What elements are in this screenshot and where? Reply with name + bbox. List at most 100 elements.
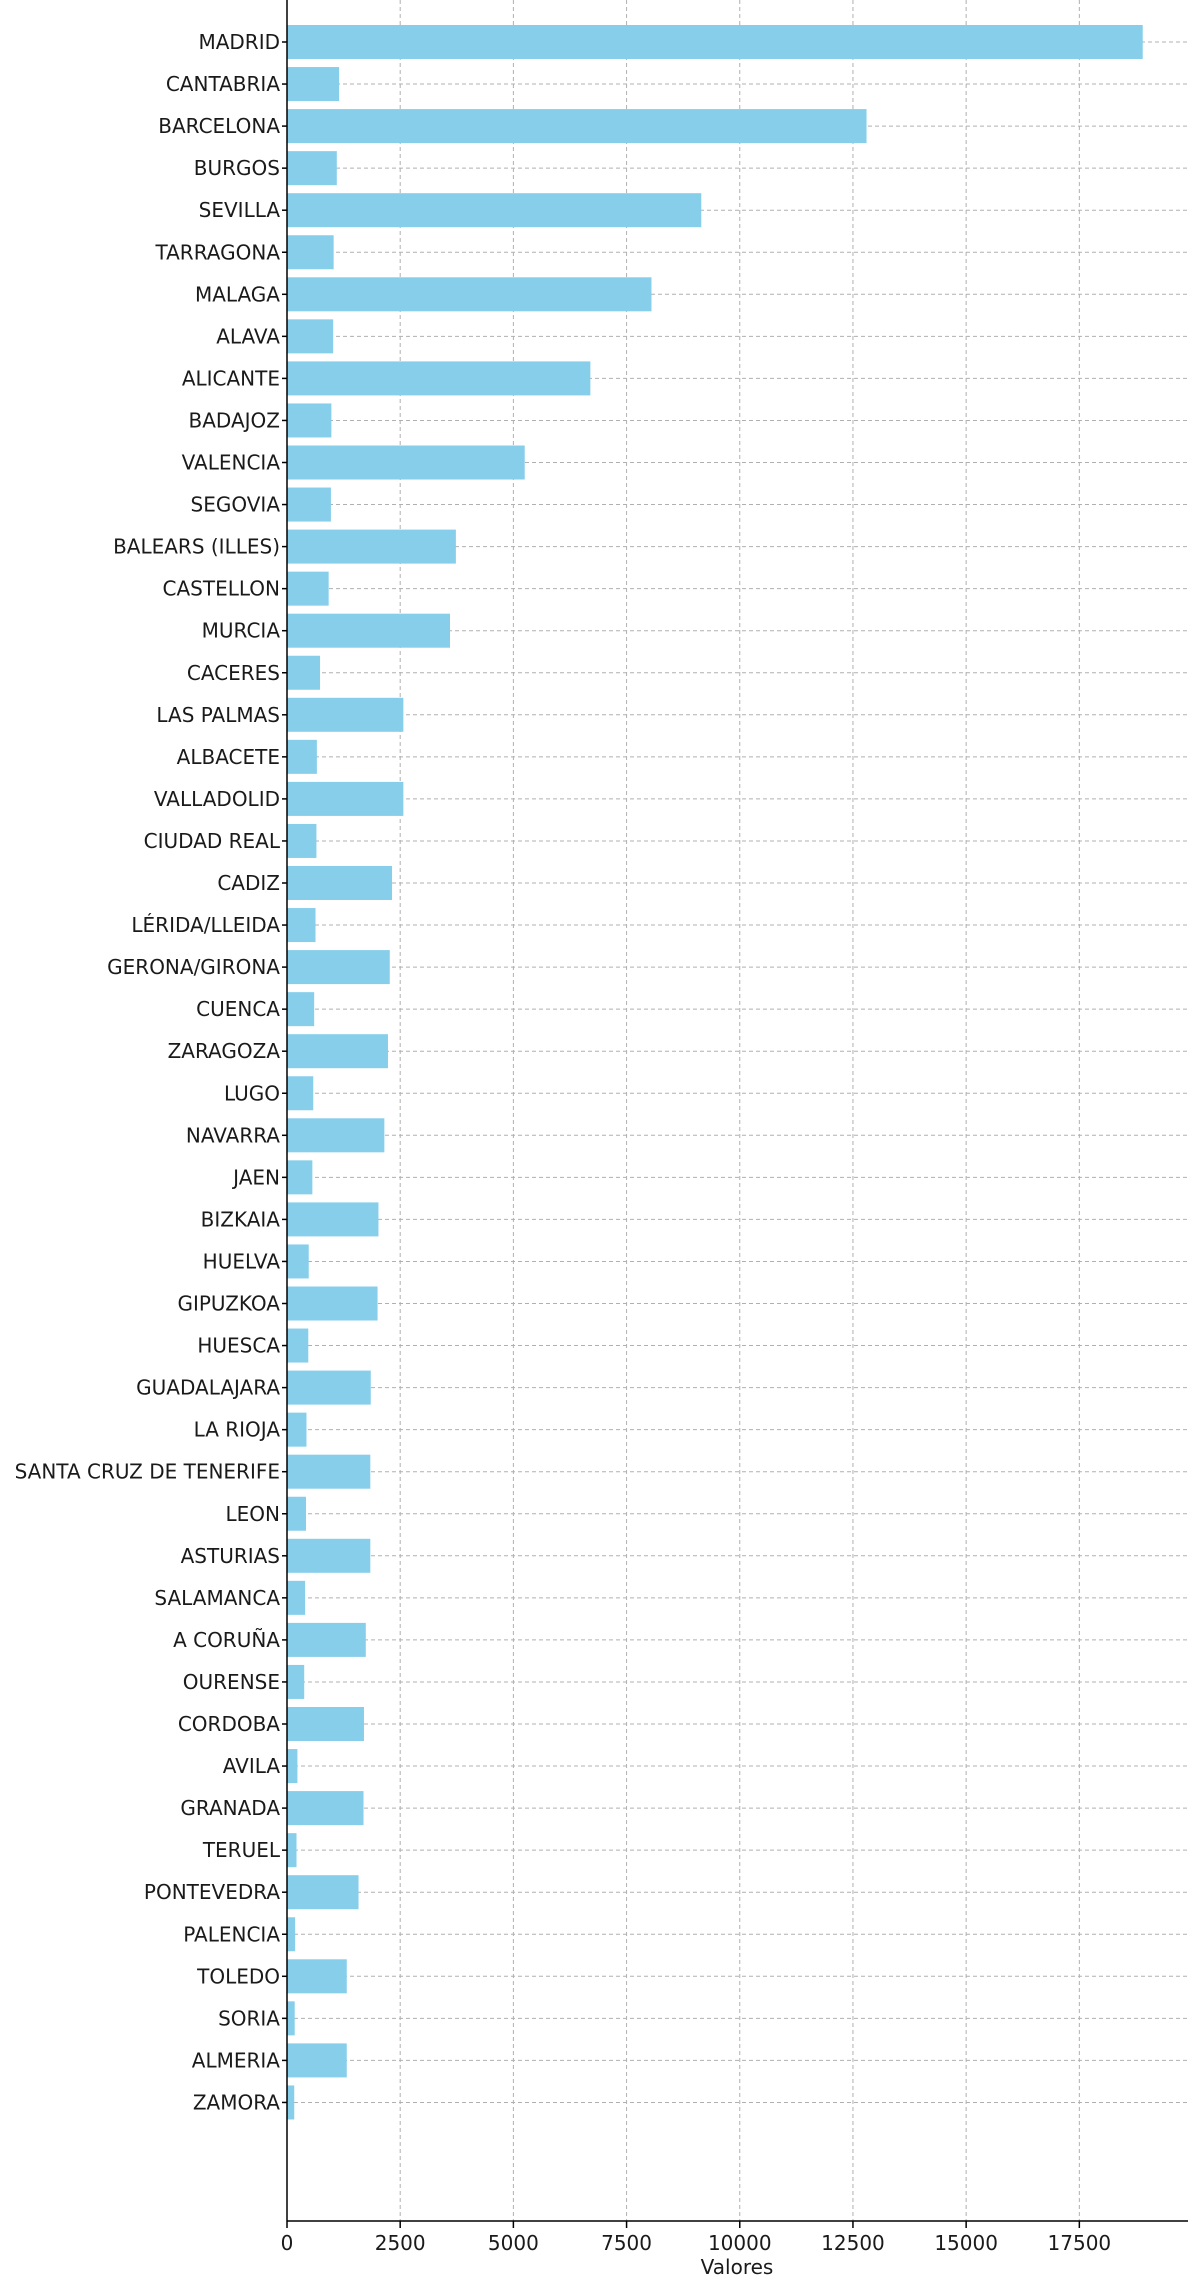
category-label: GERONA/GIRONA [107, 955, 280, 979]
bar [287, 1707, 364, 1741]
category-label: BARCELONA [158, 114, 280, 138]
category-label: CORDOBA [178, 1712, 280, 1736]
bar [287, 1370, 371, 1405]
bar [287, 277, 652, 312]
category-label: VALLADOLID [154, 787, 280, 811]
category-label: PONTEVEDRA [144, 1880, 280, 1904]
category-label: CACERES [187, 661, 280, 685]
x-tick-label: 12500 [821, 2231, 885, 2255]
bar [287, 866, 393, 900]
bar [287, 319, 334, 354]
bar [287, 1160, 313, 1195]
category-label: SEVILLA [199, 198, 281, 222]
bar [287, 67, 340, 102]
category-label: SORIA [218, 2006, 280, 2030]
category-label: BIZKAIA [201, 1207, 281, 1231]
axes: 0 2500 5000 7500 10000 12500 15000 17500 [281, 0, 1188, 2255]
category-label: SEGOVIA [191, 493, 281, 517]
category-label: HUELVA [203, 1249, 281, 1273]
category-label: MALAGA [195, 282, 280, 306]
category-label: CADIZ [217, 871, 280, 895]
bar [287, 1328, 309, 1363]
x-tick-label: 17500 [1048, 2231, 1112, 2255]
category-label: LA RIOJA [194, 1418, 281, 1442]
x-tick-label: 0 [281, 2231, 294, 2255]
category-label: BURGOS [194, 156, 280, 180]
category-label: AVILA [223, 1754, 281, 1778]
bar [287, 1538, 371, 1573]
bar [287, 992, 315, 1027]
bar [287, 193, 702, 228]
x-tick-label: 7500 [601, 2231, 652, 2255]
category-label: VALENCIA [182, 451, 281, 475]
category-label: LEON [226, 1502, 280, 1526]
bar [287, 1244, 309, 1279]
bar [287, 235, 334, 270]
bar [287, 403, 332, 438]
category-label: BALEARS (ILLES) [113, 535, 280, 559]
bar [287, 1034, 388, 1069]
bar [287, 908, 316, 943]
bar [287, 1496, 307, 1531]
x-axis-label: Valores [701, 2255, 774, 2279]
category-label: TOLEDO [196, 1964, 280, 1988]
bar [287, 445, 525, 480]
category-label: ZARAGOZA [168, 1039, 281, 1063]
x-tick-label: 10000 [708, 2231, 772, 2255]
category-label: ALICANTE [182, 366, 280, 390]
category-label: JAEN [231, 1165, 280, 1189]
category-label: GRANADA [180, 1796, 280, 1820]
bar [287, 1664, 305, 1699]
grid-layer [287, 0, 1188, 2221]
bar [287, 739, 317, 774]
bar [287, 823, 317, 858]
x-tick-label: 2500 [375, 2231, 426, 2255]
category-label: GIPUZKOA [177, 1292, 280, 1316]
category-label: MADRID [198, 30, 280, 54]
bar [287, 1412, 307, 1447]
category-label: CUENCA [196, 997, 280, 1021]
category-label: ALAVA [216, 324, 280, 348]
x-tick-label: 15000 [934, 2231, 998, 2255]
category-label: LÉRIDA/LLEIDA [131, 913, 280, 937]
bar [287, 1833, 297, 1868]
bar [287, 571, 329, 606]
bar [287, 109, 867, 144]
bar [287, 697, 404, 732]
category-label: TERUEL [202, 1838, 281, 1862]
category-label: CANTABRIA [166, 72, 280, 96]
category-label: MURCIA [202, 619, 281, 643]
category-label: SANTA CRUZ DE TENERIFE [15, 1460, 280, 1484]
bar [287, 655, 321, 690]
category-label: LAS PALMAS [156, 703, 280, 727]
bars-layer [287, 25, 1143, 2120]
bar [287, 781, 404, 816]
category-label: GUADALAJARA [136, 1376, 280, 1400]
category-label: CIUDAD REAL [144, 829, 281, 853]
bar [287, 2001, 295, 2036]
category-label: A CORUÑA [173, 1628, 280, 1652]
bar [287, 1580, 306, 1615]
bar [287, 1959, 347, 1994]
category-label: LUGO [224, 1081, 280, 1105]
bar [287, 151, 337, 186]
category-label: BADAJOZ [189, 408, 280, 432]
category-label: HUESCA [197, 1334, 280, 1358]
category-labels: MADRID CANTABRIA BARCELONA BURGOS SEVILLA TAR… [15, 30, 281, 2114]
bar [287, 361, 591, 396]
category-label: NAVARRA [186, 1123, 280, 1147]
bar [287, 1286, 378, 1321]
category-label: SALAMANCA [154, 1586, 280, 1610]
category-label: ASTURIAS [181, 1544, 280, 1568]
bar [287, 1454, 371, 1489]
bar [287, 2085, 295, 2120]
category-label: ZAMORA [193, 2090, 280, 2114]
bar [287, 1791, 364, 1826]
bar [287, 529, 456, 564]
bar [287, 1118, 385, 1153]
bar [287, 25, 1143, 59]
category-label: ALBACETE [177, 745, 280, 769]
bar [287, 487, 331, 522]
